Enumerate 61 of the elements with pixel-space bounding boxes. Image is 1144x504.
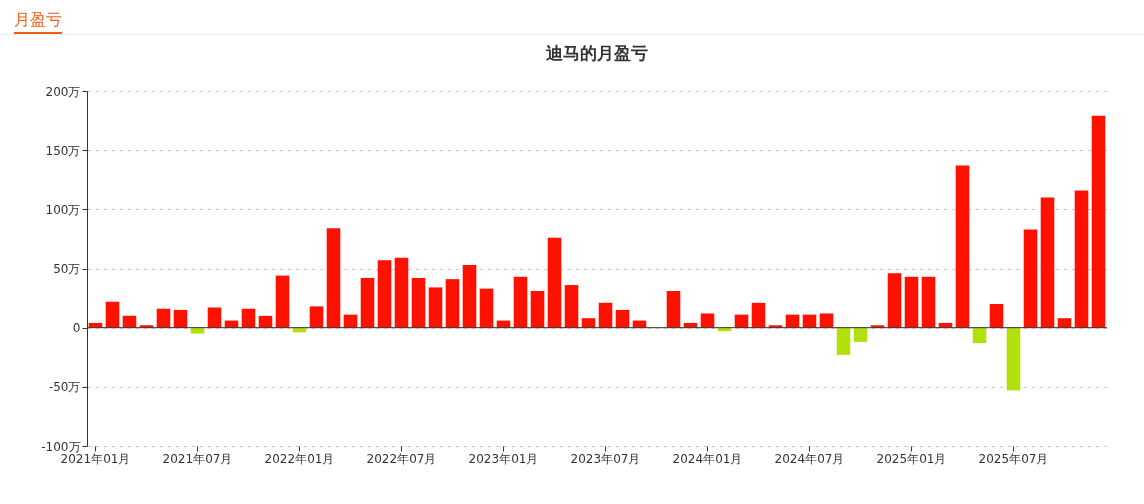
y-tick-label: 150万 [45,143,81,158]
bar [547,237,562,328]
bar [989,304,1004,328]
x-tick-label: 2022年07月 [366,451,437,466]
bar [479,288,494,328]
y-tick-label: 100万 [45,202,81,217]
bar [921,276,936,328]
bar [445,279,460,328]
x-tick-label: 2021年01月 [60,451,131,466]
bar [1057,318,1072,328]
bar [1091,115,1106,328]
bar [309,306,324,328]
x-tick-label: 2023年07月 [570,451,641,466]
bar [819,313,834,328]
bar [360,277,375,328]
x-tick-label: 2021年07月 [162,451,233,466]
x-tick-label: 2022年01月 [264,451,335,466]
bar [462,264,477,328]
bar [190,327,205,334]
x-tick-label: 2024年07月 [774,451,845,466]
bar [1006,327,1021,391]
bar [377,260,392,328]
y-tick-label: 0 [72,321,81,336]
bar [751,302,766,328]
bar [581,318,596,328]
bar [326,228,341,328]
bar [275,275,290,328]
bar [394,257,409,328]
chart-title: 迪马的月盈亏 [545,43,648,63]
bar [105,301,120,328]
y-tick-label: -50万 [48,380,81,395]
bar [530,290,545,328]
bar [887,273,902,328]
bar [241,308,256,328]
y-tick-label: -100万 [41,439,81,454]
bar [972,327,987,344]
bar [173,309,188,328]
bar [513,276,528,328]
bar [1023,229,1038,328]
bar [955,165,970,328]
y-tick-label: 50万 [53,262,81,276]
x-tick-label: 2025年01月 [876,451,947,466]
bar [156,308,171,328]
bar [666,290,681,328]
bar [615,309,630,328]
bar [836,327,851,355]
x-tick-label: 2025年07月 [978,451,1049,466]
bar [598,302,613,328]
bar [1074,190,1089,328]
x-tick-label: 2023年01月 [468,451,539,466]
bar [564,285,579,328]
y-tick-label: 200万 [45,84,81,99]
bar [904,276,919,328]
text: 月盈亏 [14,10,62,34]
bar [853,327,868,342]
x-tick-label: 2024年01月 [672,451,743,466]
bar [428,287,443,328]
bar [700,313,715,328]
bar [207,307,222,328]
bar [1040,197,1055,328]
bar [411,277,426,328]
